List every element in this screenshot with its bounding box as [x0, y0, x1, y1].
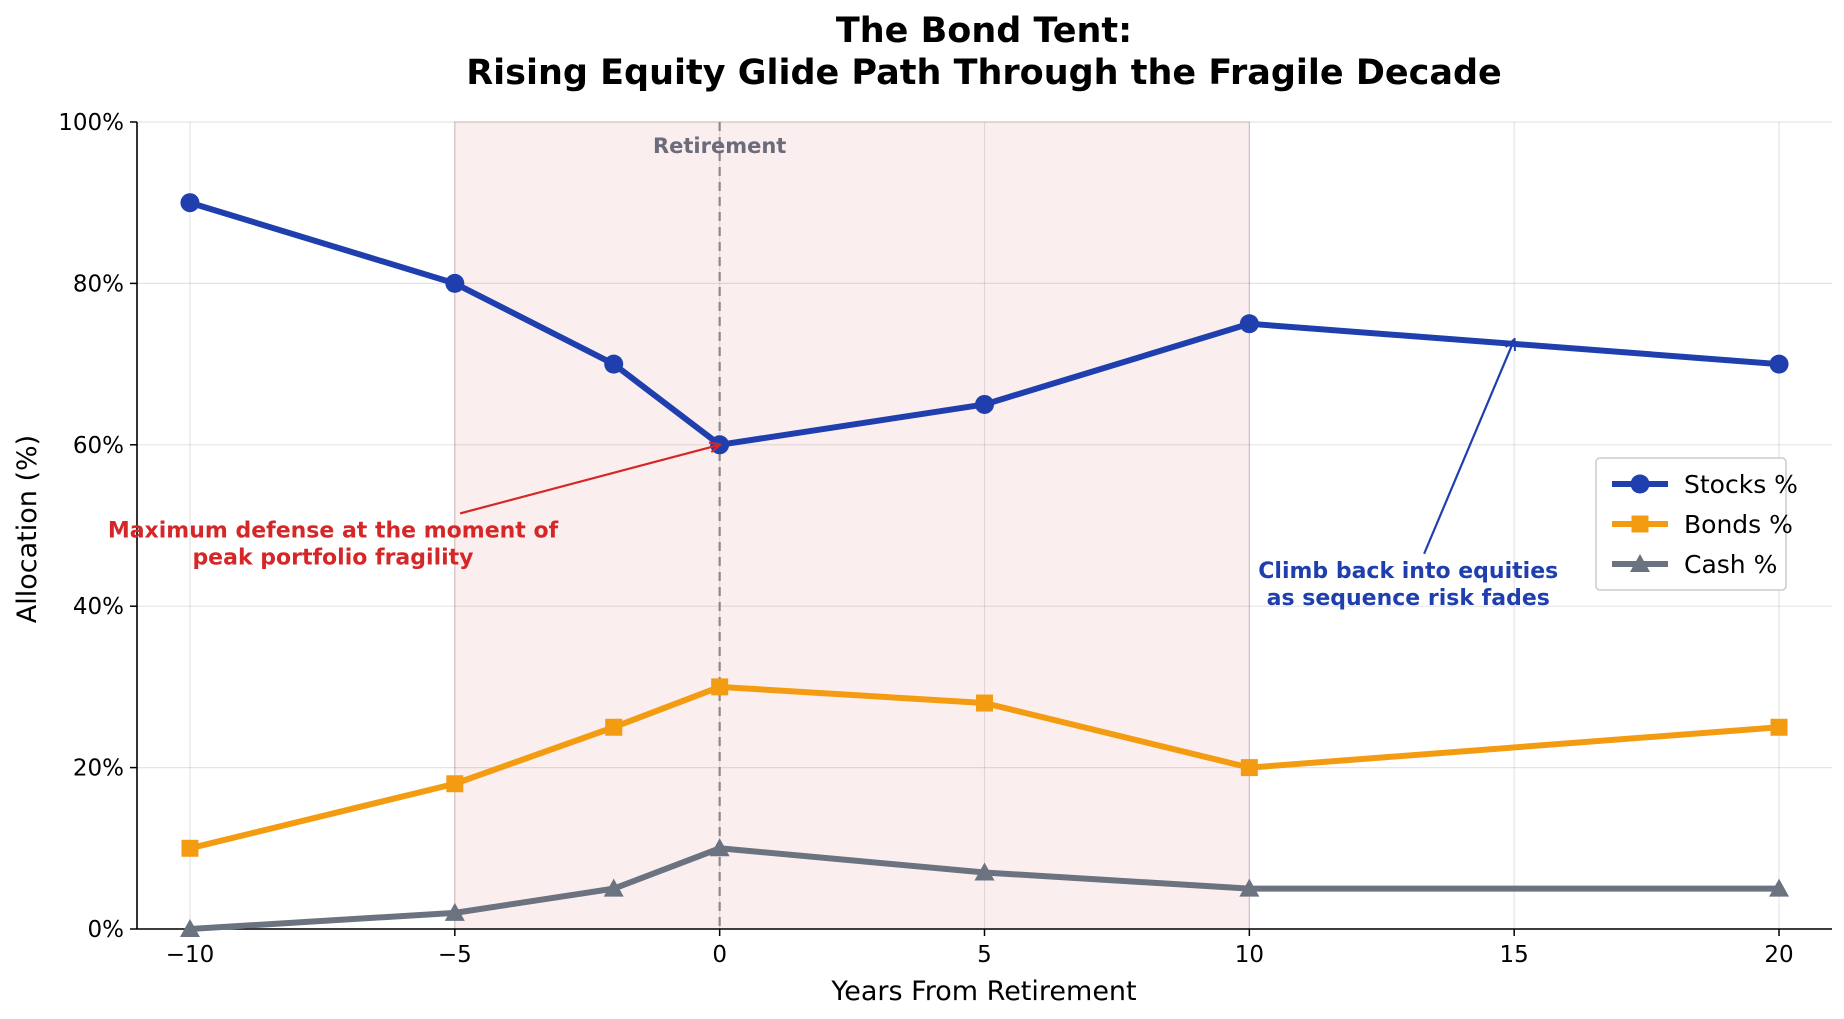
y-tick-label: 0% [88, 917, 125, 943]
legend-marker-stocks [1630, 474, 1650, 494]
x-tick-label: −10 [166, 942, 215, 968]
cash-point [974, 862, 995, 881]
legend-label-cash: Cash % [1684, 550, 1777, 579]
legend-item-cash: Cash % [1612, 550, 1777, 579]
stocks-point [1239, 314, 1259, 334]
y-tick-label: 60% [73, 433, 124, 459]
bonds-point [446, 775, 464, 793]
x-tick-label: 5 [977, 942, 992, 968]
legend-marker-bonds [1631, 515, 1649, 533]
cash-point [179, 919, 200, 937]
cash-point [444, 902, 465, 921]
y-tick-label: 100% [58, 110, 124, 136]
stocks-point [975, 394, 994, 414]
legend-marker-cash [1630, 554, 1650, 572]
annotation-max-defense-text-line: Maximum defense at the moment of [108, 519, 559, 544]
chart-title-line1: The Bond Tent: [836, 11, 1132, 51]
grid-lines [137, 121, 1832, 930]
annotation-max-defense-arrow [459, 445, 720, 515]
tick-labels: −10 −5 0 5 10 15 20 0% 20% 40% 60% 80% 100% [58, 110, 1793, 968]
cash-point [1769, 878, 1790, 897]
series-cash [179, 838, 1790, 937]
bonds-point [605, 718, 623, 736]
bonds-point [1240, 759, 1258, 777]
y-tick-label: 20% [73, 756, 124, 782]
bonds-point [976, 694, 993, 712]
legend-label-stocks: Stocks % [1684, 470, 1798, 499]
annotation-climb-back-text: Climb back into equities as sequence risk… [1258, 559, 1558, 611]
x-axis-label: Years From Retirement [830, 976, 1136, 1007]
x-tick-label: 0 [712, 942, 727, 968]
chart-title-line2: Rising Equity Glide Path Through the Fra… [466, 53, 1502, 93]
x-tick-label: 20 [1764, 942, 1793, 968]
stocks-point [604, 354, 624, 374]
bonds-point [1770, 718, 1788, 736]
plot-background [454, 121, 1250, 930]
bonds-point [711, 678, 729, 696]
cash-point [709, 838, 730, 857]
legend-label-bonds: Bonds % [1684, 510, 1793, 539]
stocks-point [1769, 354, 1789, 374]
bonds-point [181, 839, 199, 857]
legend: Stocks % Bonds % Cash % [1595, 457, 1798, 591]
retirement-line: Retirement [653, 122, 786, 929]
shaded-fragile-decade [454, 121, 1250, 930]
annotation-climb-back: Climb back into equities as sequence risk… [1258, 340, 1558, 611]
annotation-climb-back-arrow [1423, 340, 1514, 555]
legend-item-bonds: Bonds % [1612, 510, 1793, 539]
cash-point [603, 878, 624, 897]
x-tick-label: 10 [1235, 942, 1264, 968]
stocks-point [180, 193, 200, 213]
annotation-max-defense: Maximum defense at the moment of peak por… [108, 445, 720, 571]
annotations: Maximum defense at the moment of peak por… [108, 340, 1558, 611]
annotation-climb-back-text-line: as sequence risk fades [1267, 586, 1550, 611]
cash-point [1239, 878, 1260, 897]
x-tick-label: −5 [438, 942, 472, 968]
annotation-climb-back-text-line: Climb back into equities [1258, 559, 1558, 584]
stocks-point [445, 273, 465, 293]
retirement-label: Retirement [653, 134, 786, 158]
series-bonds [181, 678, 1788, 857]
annotation-max-defense-text: Maximum defense at the moment of peak por… [108, 519, 559, 571]
x-tick-label: 15 [1500, 942, 1529, 968]
annotation-max-defense-text-line: peak portfolio fragility [192, 546, 473, 571]
y-tick-label: 80% [73, 271, 124, 297]
legend-item-stocks: Stocks % [1612, 470, 1798, 499]
y-axis-label: Allocation (%) [12, 435, 43, 623]
y-tick-label: 40% [73, 594, 124, 620]
